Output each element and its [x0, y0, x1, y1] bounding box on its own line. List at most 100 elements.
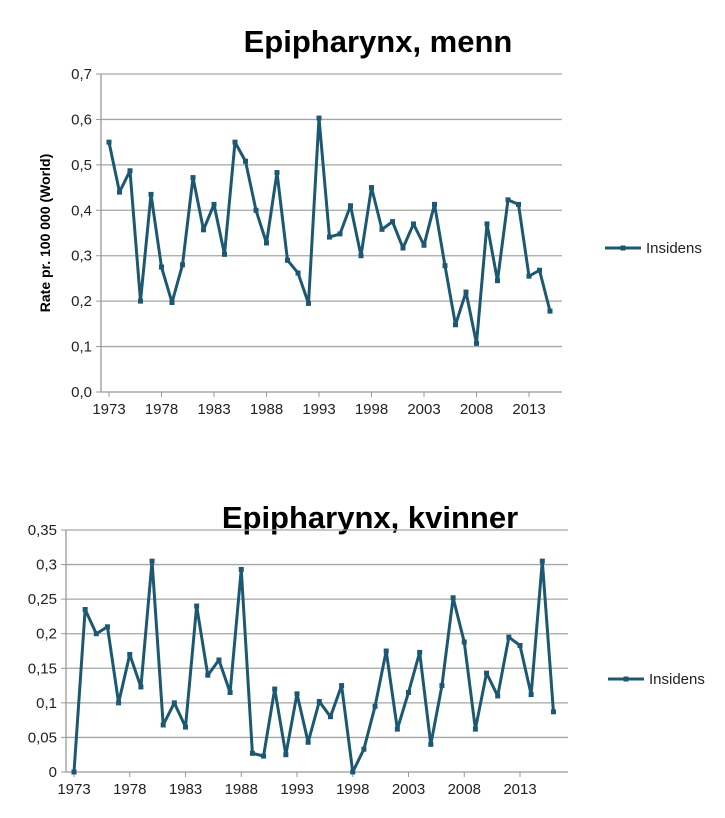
- data-point: [337, 231, 343, 237]
- data-point: [428, 741, 434, 747]
- data-point: [71, 769, 77, 775]
- data-point: [348, 203, 353, 209]
- data-point: [295, 270, 301, 276]
- data-point: [201, 227, 206, 233]
- y-tick-label: 0,4: [71, 202, 92, 219]
- data-point: [506, 634, 512, 640]
- data-point: [517, 642, 523, 648]
- data-point: [417, 649, 423, 655]
- x-tick-label: 2008: [460, 401, 493, 418]
- data-point: [117, 189, 122, 195]
- x-tick-label: 2003: [407, 401, 440, 418]
- y-tick-label: 0,6: [71, 111, 92, 128]
- data-point: [106, 139, 112, 145]
- chart-1: Epipharynx, menn 0,0 0,1 0,2 0,3 0,4 0,5 0,6 0,7…: [37, 24, 702, 418]
- data-point: [379, 226, 385, 232]
- data-point: [463, 289, 469, 295]
- data-point: [411, 221, 416, 227]
- data-point: [232, 139, 238, 145]
- y-tick-label: 0,1: [36, 695, 57, 712]
- data-point: [453, 322, 458, 328]
- data-point: [272, 686, 278, 692]
- data-point: [547, 308, 553, 314]
- x-tick-label: 1988: [250, 401, 283, 418]
- data-point: [138, 684, 144, 690]
- data-point: [439, 683, 445, 689]
- y-tick-label: 0,5: [71, 157, 92, 174]
- y-tick-label: 0,2: [36, 626, 57, 643]
- data-point: [243, 158, 248, 164]
- data-point: [238, 566, 244, 572]
- data-point: [127, 168, 133, 174]
- x-tick-label: 2013: [512, 401, 545, 418]
- data-point: [104, 624, 110, 630]
- chart-title: Epipharynx, menn: [244, 24, 513, 59]
- data-point: [539, 558, 545, 564]
- data-point: [383, 648, 389, 654]
- x-tick-label: 1983: [197, 401, 230, 418]
- legend-marker: [623, 676, 629, 682]
- x-tick-label: 1988: [225, 781, 258, 798]
- legend-label: Insidens: [646, 240, 702, 257]
- data-point: [116, 700, 122, 706]
- data-point: [358, 253, 364, 259]
- series-line: [107, 116, 552, 345]
- y-tick-label: 0,7: [71, 66, 92, 83]
- data-point: [421, 242, 427, 248]
- data-point: [216, 657, 222, 663]
- data-point: [361, 746, 367, 752]
- data-point: [211, 201, 217, 207]
- data-point: [82, 607, 88, 613]
- data-point: [327, 714, 333, 720]
- y-tick-label: 0,35: [28, 522, 57, 539]
- data-point: [222, 251, 227, 257]
- data-point: [550, 709, 556, 715]
- data-point: [171, 700, 177, 706]
- y-tick-label: 0,05: [28, 729, 57, 746]
- data-point: [537, 267, 542, 273]
- data-point: [339, 683, 345, 689]
- chart-2: Epipharynx, kvinner 0 0,05 0,1 0,15 0,2 0,25 0,…: [28, 500, 705, 798]
- data-point: [148, 191, 154, 197]
- data-point: [474, 340, 479, 346]
- x-tick-label: 1978: [145, 401, 178, 418]
- data-point: [183, 724, 188, 730]
- data-point: [316, 115, 322, 121]
- y-tick-label: 0,3: [71, 248, 92, 265]
- x-tick-label: 1973: [57, 781, 90, 798]
- chart-title: Epipharynx, kvinner: [222, 500, 518, 535]
- data-point: [205, 672, 211, 678]
- data-point: [350, 769, 356, 775]
- data-point: [472, 726, 478, 732]
- data-point: [249, 750, 255, 756]
- data-point: [369, 185, 374, 191]
- data-point: [138, 298, 143, 304]
- legend-label: Insidens: [649, 671, 705, 688]
- data-point: [194, 603, 200, 609]
- data-point: [484, 670, 490, 676]
- x-tick-label: 1973: [92, 401, 125, 418]
- series-line: [72, 559, 555, 774]
- y-tick-label: 0: [49, 764, 57, 781]
- data-point: [180, 262, 185, 268]
- x-tick-label: 2013: [503, 781, 536, 798]
- data-point: [264, 240, 269, 246]
- data-point: [442, 263, 448, 269]
- data-point: [432, 201, 437, 207]
- x-tick-label: 1983: [169, 781, 202, 798]
- y-tick-label: 0,0: [71, 384, 92, 401]
- data-point: [372, 703, 378, 709]
- legend-marker: [620, 245, 626, 251]
- y-tick-label: 0,15: [28, 660, 57, 677]
- data-point: [390, 219, 395, 225]
- x-tick-label: 1998: [355, 401, 388, 418]
- data-point: [160, 722, 166, 728]
- x-tick-label: 1978: [113, 781, 146, 798]
- y-tick-label: 0,3: [36, 557, 57, 574]
- data-point: [305, 739, 311, 745]
- data-point: [159, 264, 164, 270]
- data-point: [93, 631, 99, 637]
- data-point: [261, 753, 267, 759]
- data-point: [406, 689, 411, 695]
